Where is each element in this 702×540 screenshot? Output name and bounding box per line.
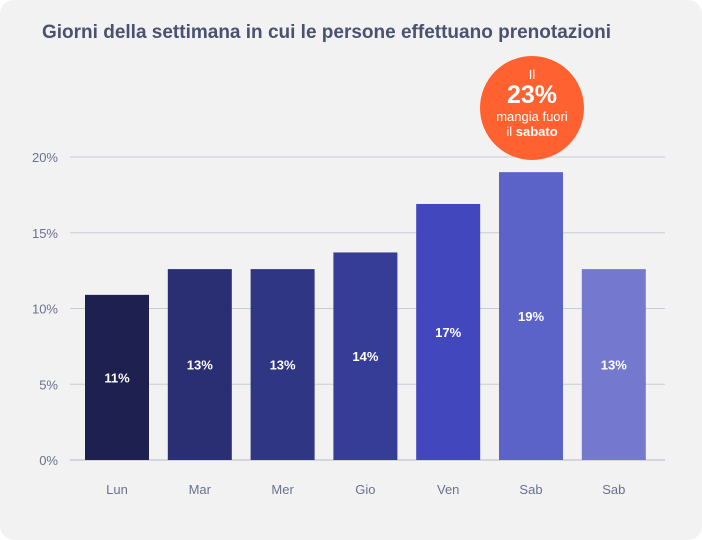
y-tick-label: 10% [32,302,58,317]
bar [85,294,149,460]
y-tick-label: 0% [39,453,58,468]
bar-value-label: 14% [352,349,378,364]
bar-value-label: 11% [104,370,130,385]
x-tick-label: Sab [519,482,542,497]
callout-line4-bold: sabato [515,124,558,139]
bar-value-label: 19% [518,309,544,324]
bar-value-label: 13% [601,358,627,373]
bar-value-label: 17% [435,325,461,340]
bar [499,172,563,460]
chart-title: Giorni della settimana in cui le persone… [42,22,612,43]
callout-line4: il sabato [480,124,584,139]
bar-value-label: 13% [270,358,296,373]
bar [167,269,232,460]
x-tick-label: Mar [189,482,212,497]
y-tick-label: 20% [32,150,58,165]
x-tick-label: Sab [602,482,625,497]
bar [581,269,646,460]
callout-line3: mangia fuori [496,109,568,124]
bar [333,252,398,460]
x-tick-label: Lun [106,482,128,497]
bar [250,269,315,460]
bar [416,203,481,460]
y-tick-label: 15% [32,226,58,241]
callout-line1: Il [528,67,536,82]
x-tick-label: Mer [271,482,294,497]
x-tick-label: Gio [355,482,375,497]
callout-line4-prefix: il [506,124,516,139]
callout-badge: Il 23% mangia fuori il sabato [480,56,584,160]
bar-value-label: 13% [187,358,213,373]
x-tick-label: Ven [437,482,459,497]
y-tick-label: 5% [39,377,58,392]
callout-value: 23% [506,81,558,109]
